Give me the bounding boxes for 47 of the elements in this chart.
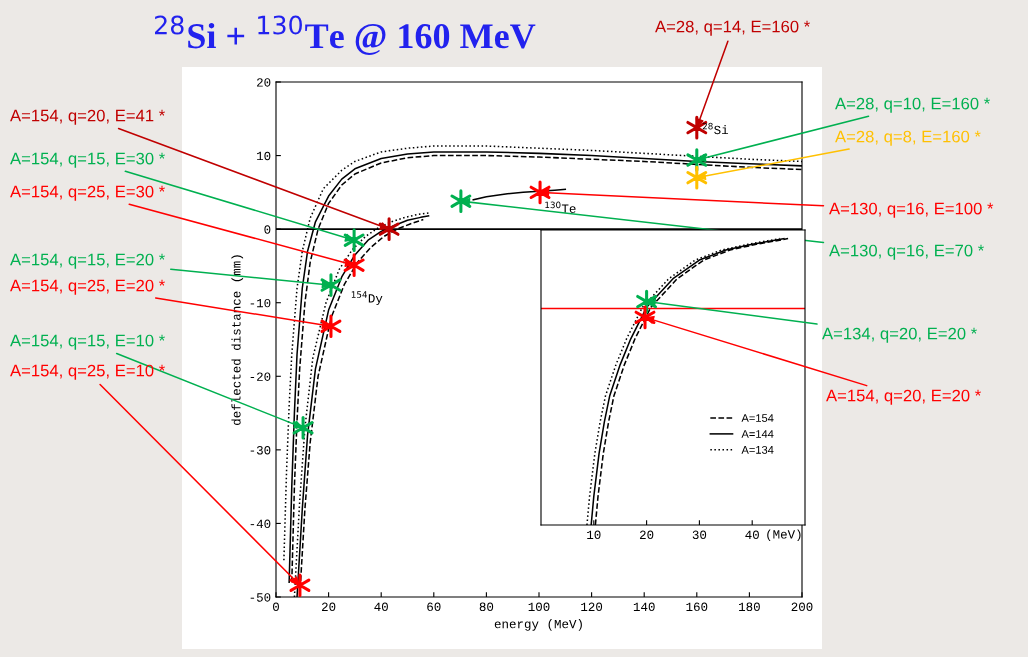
annotation: A=134, q=20, E=20 * bbox=[822, 327, 977, 343]
x-tick-label: 30 bbox=[692, 530, 707, 540]
x-tick-label: 160 bbox=[686, 602, 708, 612]
annotation: A=154, q=15, E=10 * bbox=[10, 334, 165, 350]
x-tick-label: 20 bbox=[639, 530, 654, 540]
y-tick-label: -20 bbox=[250, 372, 271, 381]
x-tick-label: 40 bbox=[374, 602, 388, 612]
annotation: A=154, q=25, E=10 * bbox=[10, 364, 165, 380]
x-tick-label: 10 bbox=[587, 530, 601, 540]
chart-title: $^{28}$Si + $^{130}$Te @ 160 MeV bbox=[155, 15, 536, 55]
x-axis-title: energy (MeV) bbox=[494, 619, 582, 631]
x-axis-title: (MeV) bbox=[767, 529, 801, 542]
annotation: $^{130}$Te bbox=[545, 201, 576, 213]
x-tick-label: 120 bbox=[581, 602, 603, 612]
x-tick-label: 0 bbox=[273, 602, 279, 612]
annotation: A=28, q=10, E=160 * bbox=[835, 97, 990, 113]
x-tick-label: 100 bbox=[528, 602, 550, 612]
y-tick-label: 0 bbox=[264, 225, 271, 234]
annotation: A=154, q=20, E=41 * bbox=[10, 109, 165, 125]
y-tick-label: 10 bbox=[257, 151, 271, 161]
annotation: A=154, q=20, E=20 * bbox=[826, 389, 981, 405]
annotation: A=28, q=8, E=160 * bbox=[835, 130, 981, 146]
x-tick-label: 20 bbox=[321, 602, 336, 612]
annotation: A=154, q=25, E=30 * bbox=[10, 185, 165, 201]
annotation: A=154, q=25, E=20 * bbox=[10, 279, 165, 295]
legend-label: A=154 bbox=[741, 414, 774, 422]
y-tick-label: -50 bbox=[250, 593, 271, 602]
annotation: $^{154}$Dy bbox=[351, 291, 383, 306]
legend-label: A=144 bbox=[741, 430, 774, 438]
x-tick-label: 200 bbox=[791, 602, 813, 612]
x-tick-label: 180 bbox=[739, 602, 760, 612]
x-tick-label: 40 bbox=[745, 530, 759, 540]
x-tick-label: 80 bbox=[479, 602, 494, 612]
y-tick-label: 20 bbox=[257, 78, 271, 87]
annotation: A=154, q=15, E=20 * bbox=[10, 253, 165, 269]
legend-label: A=134 bbox=[741, 445, 774, 454]
annotation: A=130, q=16, E=70 * bbox=[829, 244, 984, 260]
y-axis-title: deflected distance (mm) bbox=[231, 255, 244, 425]
y-tick-label: -40 bbox=[250, 519, 271, 529]
annotation: $^{28}$Si bbox=[702, 122, 729, 135]
annotation: A=28, q=14, E=160 * bbox=[655, 20, 810, 36]
y-tick-label: -30 bbox=[250, 446, 271, 455]
annotation: A=130, q=16, E=100 * bbox=[829, 202, 994, 218]
x-tick-label: 60 bbox=[427, 602, 441, 612]
annotation: A=154, q=15, E=30 * bbox=[10, 152, 165, 168]
x-tick-label: 140 bbox=[633, 602, 655, 612]
y-tick-label: -10 bbox=[250, 298, 271, 308]
